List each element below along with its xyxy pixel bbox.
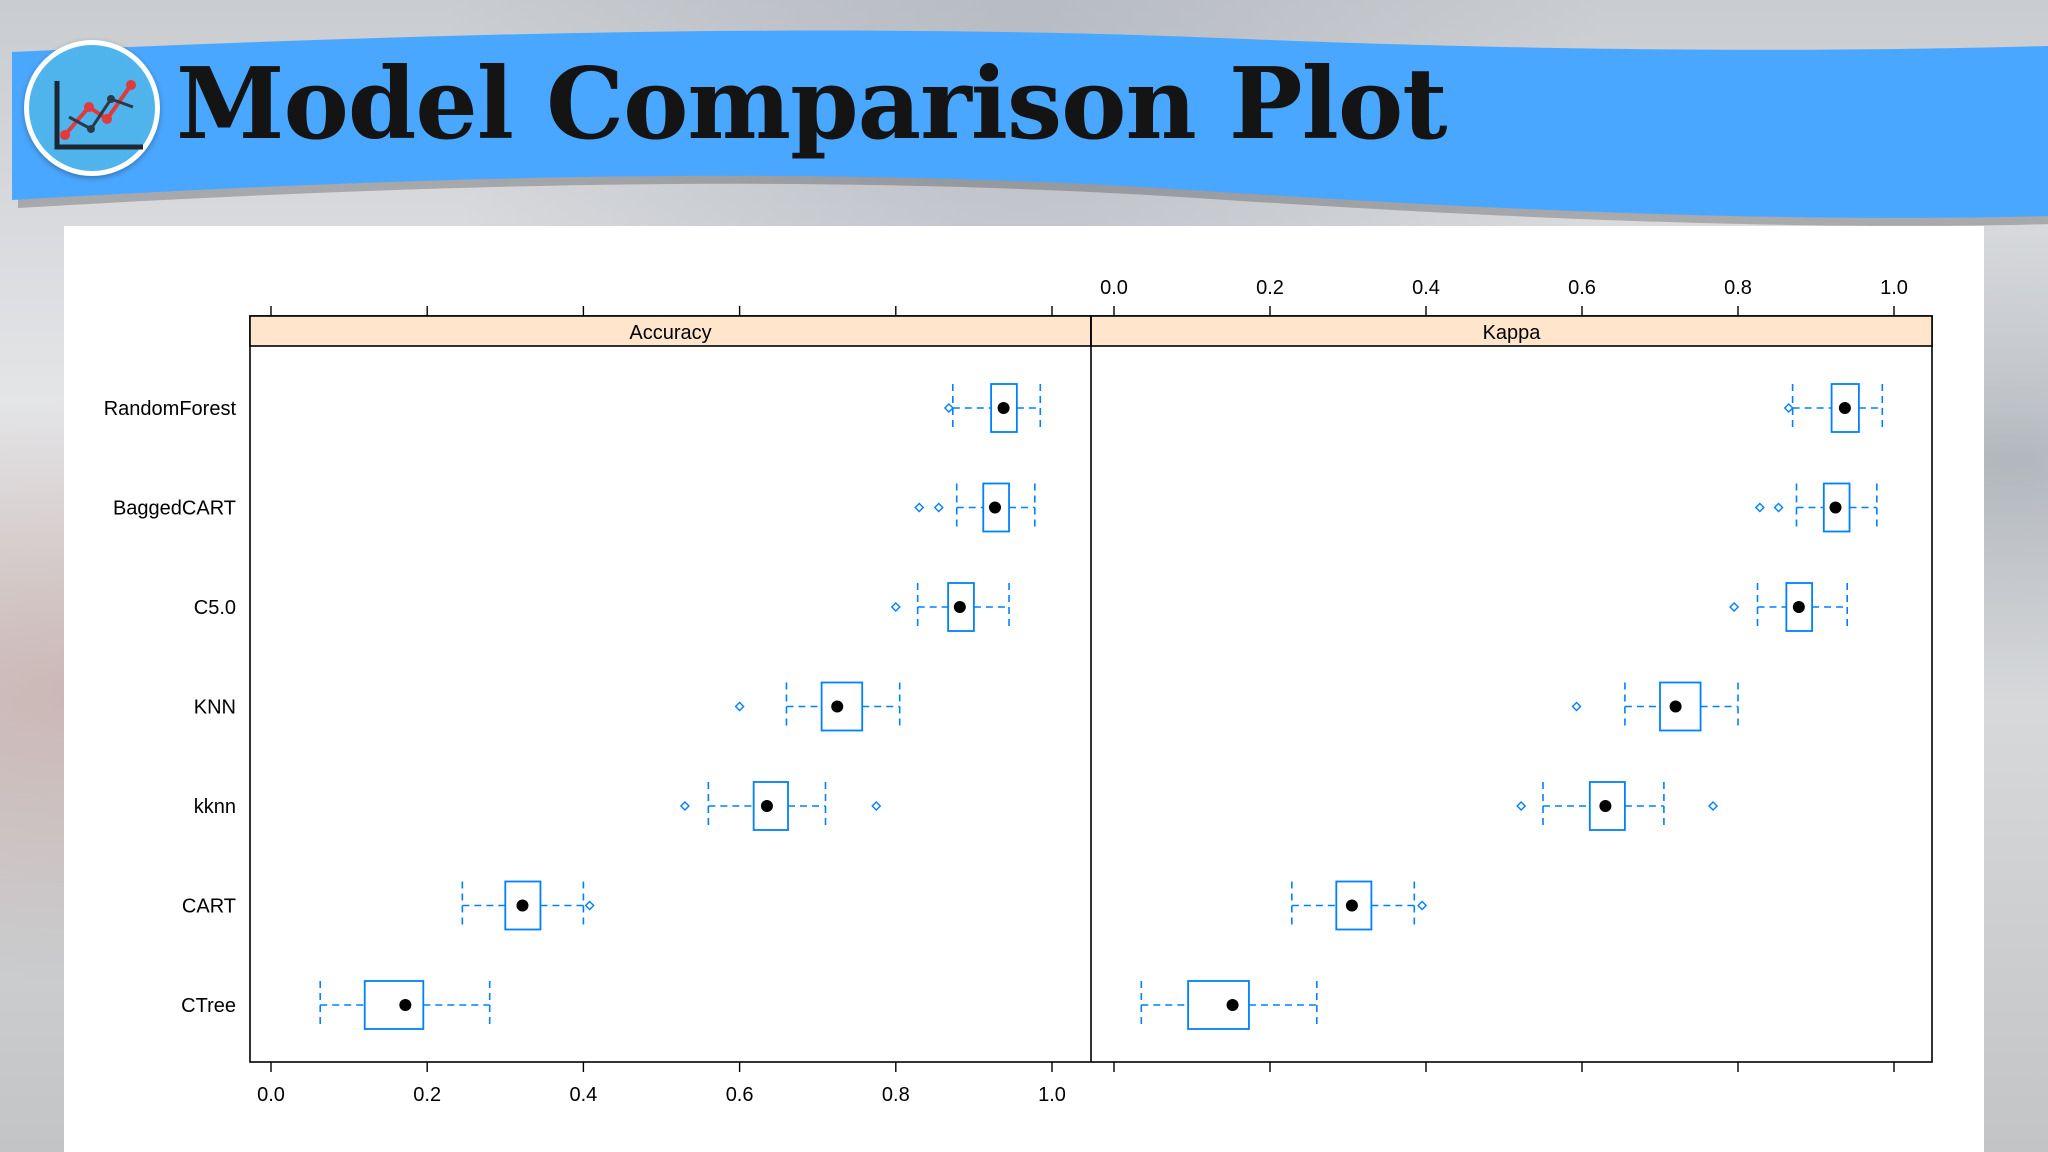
box-kappa-baggedcart	[1754, 482, 1878, 533]
outlier-point	[584, 900, 595, 911]
box-accuracy-kknn	[679, 781, 882, 831]
box-kappa-cart	[1291, 880, 1428, 931]
box-kappa-knn	[1571, 681, 1739, 732]
outlier-point	[871, 801, 882, 811]
title-banner	[12, 30, 2048, 226]
outlier-point	[933, 502, 944, 513]
outlier-point	[1516, 801, 1527, 811]
tick-label-bottom: 0.0	[257, 1084, 285, 1106]
box-kappa-ctree	[1140, 980, 1318, 1030]
box-accuracy-ctree	[319, 980, 491, 1030]
tick-label-bottom: 1.0	[1038, 1084, 1066, 1106]
category-label-kknn: kknn	[194, 796, 236, 818]
median-dot	[399, 999, 412, 1011]
category-label-ctree: CTree	[181, 995, 236, 1017]
median-dot	[1829, 501, 1842, 514]
median-dot	[953, 601, 966, 613]
tick-label-top: 0.6	[1568, 277, 1596, 299]
outlier-point	[890, 602, 901, 612]
median-dot	[1599, 800, 1612, 812]
median-dot	[997, 402, 1010, 414]
outlier-point	[943, 403, 954, 413]
category-label-knn: KNN	[194, 697, 236, 719]
tick-label-bottom: 0.4	[569, 1084, 597, 1106]
box-iqr	[363, 980, 425, 1030]
tick-label-top: 0.4	[1412, 277, 1440, 299]
tick-label-bottom: 0.6	[726, 1084, 754, 1106]
box-accuracy-c50	[890, 582, 1010, 632]
outlier-point	[1773, 502, 1784, 513]
median-dot	[1345, 899, 1358, 912]
box-kappa-c50	[1729, 582, 1848, 632]
strip-kappa	[1090, 315, 1933, 347]
box-kappa-kknn	[1516, 781, 1719, 831]
tick-label-bottom: 0.8	[882, 1084, 910, 1106]
box-accuracy-baggedcart	[914, 482, 1036, 533]
box-accuracy-knn	[734, 681, 901, 732]
tick-label-top: 1.0	[1880, 277, 1908, 299]
outlier-point	[1729, 602, 1740, 612]
median-dot	[831, 700, 844, 713]
category-label-cart: CART	[182, 896, 236, 918]
outlier-point	[734, 701, 745, 712]
line-chart-icon	[24, 40, 160, 176]
outlier-point	[1708, 801, 1719, 811]
category-label-baggedcart: BaggedCART	[113, 498, 236, 520]
outlier-point	[1417, 900, 1428, 911]
box-kappa-randomforest	[1783, 383, 1884, 433]
tick-label-top: 0.2	[1256, 277, 1284, 299]
median-dot	[1838, 402, 1851, 414]
median-dot	[1792, 601, 1805, 613]
outlier-point	[914, 502, 925, 513]
median-dot	[988, 501, 1001, 514]
category-label-randomforest: RandomForest	[104, 398, 237, 420]
outlier-point	[1571, 701, 1582, 712]
box-accuracy-cart	[461, 880, 595, 931]
tick-label-top: 0.0	[1100, 277, 1128, 299]
boxplot-chart: Accuracy 0.0 0.2 0.4 0.6 0.8 1.0 Kappa 0.0 0.2 0.4…	[104, 277, 1933, 1106]
chart-panel: Accuracy 0.0 0.2 0.4 0.6 0.8 1.0 Kappa 0.0 0.2 0.4…	[64, 226, 1984, 1152]
strip-label-kappa: Kappa	[1483, 322, 1542, 344]
median-dot	[516, 899, 529, 912]
box-accuracy-randomforest	[943, 383, 1042, 433]
box-iqr	[1335, 880, 1373, 931]
median-dot	[760, 800, 773, 812]
strip-label-accuracy: Accuracy	[629, 322, 711, 344]
outlier-point	[1754, 502, 1765, 513]
median-dot	[1669, 700, 1682, 713]
box-iqr	[1187, 980, 1250, 1030]
outlier-point	[1783, 403, 1794, 413]
tick-label-top: 0.8	[1724, 277, 1752, 299]
category-label-c50: C5.0	[194, 597, 236, 619]
banner-ribbon	[12, 30, 2048, 218]
tick-label-bottom: 0.2	[413, 1084, 441, 1106]
outlier-point	[679, 801, 690, 811]
median-dot	[1226, 999, 1239, 1011]
page-title: Model Comparison Plot	[176, 47, 1447, 162]
